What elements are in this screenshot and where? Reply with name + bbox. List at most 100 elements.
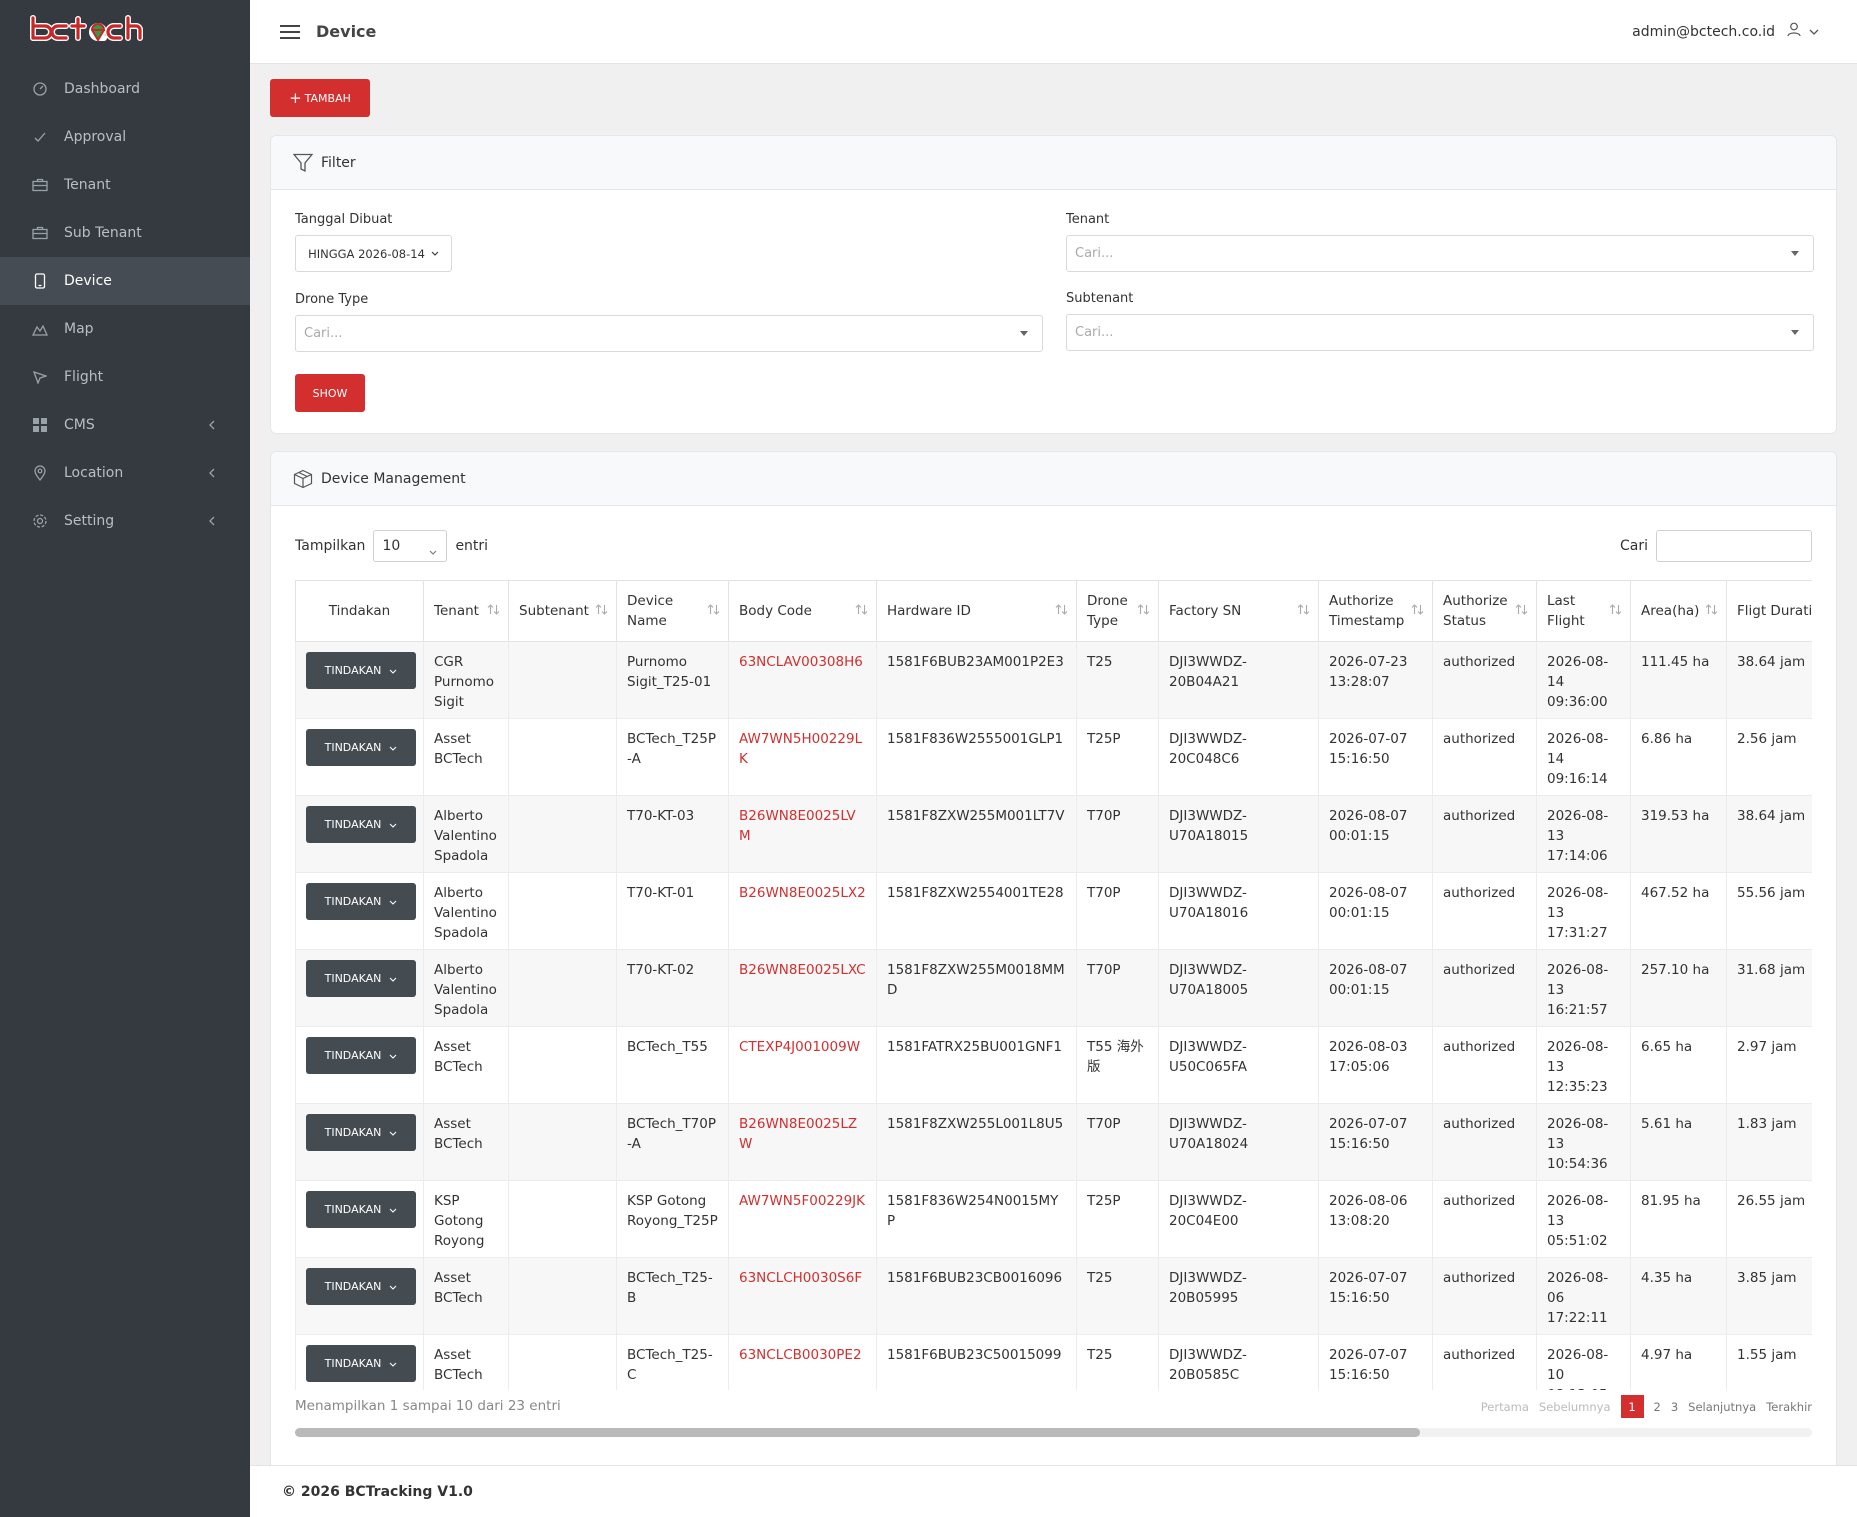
cell-body-code[interactable]: B26WN8E0025LZW: [728, 1103, 877, 1181]
column-header[interactable]: Device Name: [616, 580, 729, 642]
sidebar-item-tenant[interactable]: Tenant: [0, 161, 250, 209]
action-button-label: TINDAKAN: [324, 1280, 382, 1293]
column-header[interactable]: Hardware ID: [876, 580, 1077, 642]
pagination-first[interactable]: Pertama: [1480, 1399, 1529, 1414]
cell-body-code[interactable]: 63NCLCB0030PE2: [728, 1334, 877, 1390]
search-input[interactable]: [1656, 530, 1812, 562]
sidebar-item-cms[interactable]: CMS: [0, 401, 250, 449]
column-header[interactable]: Last Flight: [1536, 580, 1631, 642]
action-dropdown-button[interactable]: TINDAKAN: [306, 1114, 416, 1151]
sidebar-item-approval[interactable]: Approval: [0, 113, 250, 161]
column-header[interactable]: Factory SN: [1158, 580, 1319, 642]
cell-area: 257.10 ha: [1630, 949, 1727, 1027]
cell-drone-type: T25P: [1076, 1180, 1159, 1258]
cell-subtenant: [508, 1180, 617, 1258]
cell-body-code[interactable]: AW7WN5H00229LK: [728, 718, 877, 796]
action-dropdown-button[interactable]: TINDAKAN: [306, 960, 416, 997]
pagination-last[interactable]: Terakhir: [1766, 1399, 1812, 1414]
column-header[interactable]: Body Code: [728, 580, 877, 642]
show-button[interactable]: SHOW: [295, 374, 365, 412]
pagination-page-2[interactable]: 2: [1653, 1399, 1661, 1414]
sort-icon: [1515, 602, 1528, 622]
action-dropdown-button[interactable]: TINDAKAN: [306, 1345, 416, 1382]
sidebar-item-sub-tenant[interactable]: Sub Tenant: [0, 209, 250, 257]
cell-body-code[interactable]: 63NCLAV00308H6: [728, 641, 877, 719]
column-header[interactable]: Fligt Duration(h): [1726, 580, 1812, 642]
cell-hardware-id: 1581F836W254N0015MYP: [876, 1180, 1077, 1258]
action-dropdown-button[interactable]: TINDAKAN: [306, 729, 416, 766]
action-dropdown-button[interactable]: TINDAKAN: [306, 1037, 416, 1074]
sort-icon: [487, 602, 500, 622]
column-header[interactable]: Area(ha): [1630, 580, 1727, 642]
cell-authorize-status: authorized: [1432, 641, 1537, 719]
cell-body-code[interactable]: B26WN8E0025LXC: [728, 949, 877, 1027]
hamburger-menu-icon[interactable]: [280, 24, 300, 39]
chevron-down-icon: [389, 972, 397, 985]
action-button-label: TINDAKAN: [324, 1126, 382, 1139]
sidebar-item-label: Setting: [64, 513, 115, 529]
action-button-label: TINDAKAN: [324, 741, 382, 754]
show-entries-label: Tampilkan: [295, 538, 366, 554]
pagination-page-3[interactable]: 3: [1670, 1399, 1679, 1414]
sort-icon: [1297, 602, 1310, 622]
user-menu[interactable]: admin@bctech.co.id: [1632, 22, 1819, 41]
table-row: TINDAKAN Asset BCTech BCTech_T25-C 63NCLCB0…: [295, 1334, 1812, 1390]
pagination-previous[interactable]: Sebelumnya: [1538, 1399, 1611, 1414]
dropdown-arrow-icon: [1020, 331, 1028, 336]
cell-last-flight: 2026-08-13 17:31:27: [1536, 872, 1631, 950]
scrollbar-thumb[interactable]: [295, 1428, 1420, 1437]
column-header-label: Factory SN: [1169, 603, 1242, 619]
sidebar-item-location[interactable]: Location: [0, 449, 250, 497]
column-header[interactable]: Subtenant: [508, 580, 617, 642]
pagination-next[interactable]: Selanjutnya: [1688, 1399, 1757, 1414]
date-range-picker[interactable]: HINGGA 2026-08-14: [295, 235, 452, 272]
cell-authorize-timestamp: 2026-08-03 17:05:06: [1318, 1026, 1433, 1104]
column-header[interactable]: Tenant: [423, 580, 509, 642]
cell-hardware-id: 1581F6BUB23C50015099: [876, 1334, 1077, 1390]
sidebar-item-map[interactable]: Map: [0, 305, 250, 353]
cell-body-code[interactable]: CTEXP4J001009W: [728, 1026, 877, 1104]
action-dropdown-button[interactable]: TINDAKAN: [306, 1191, 416, 1228]
cell-factory-sn: DJI3WWDZ-U70A18005: [1158, 949, 1319, 1027]
column-header-label: Fligt Duration(h): [1737, 603, 1812, 619]
column-header[interactable]: Authorize Status: [1432, 580, 1537, 642]
add-device-button[interactable]: + TAMBAH: [270, 79, 370, 117]
page-title: Device: [316, 22, 377, 41]
action-dropdown-button[interactable]: TINDAKAN: [306, 652, 416, 689]
cell-body-code[interactable]: B26WN8E0025LX2: [728, 872, 877, 950]
cell-body-code[interactable]: B26WN8E0025LVM: [728, 795, 877, 873]
table-row: TINDAKAN Alberto Valentino Spadola T70-KT-…: [295, 949, 1812, 1027]
cell-area: 4.97 ha: [1630, 1334, 1727, 1390]
grid-icon: [32, 417, 48, 433]
subtenant-select[interactable]: Cari...: [1066, 314, 1814, 351]
action-dropdown-button[interactable]: TINDAKAN: [306, 806, 416, 843]
sidebar-item-device[interactable]: Device: [0, 257, 250, 305]
cell-tenant: Asset BCTech: [423, 1257, 509, 1335]
sidebar-item-flight[interactable]: Flight: [0, 353, 250, 401]
cell-device-name: T70-KT-02: [616, 949, 729, 1027]
action-dropdown-button[interactable]: TINDAKAN: [306, 883, 416, 920]
cell-last-flight: 2026-08-13 12:35:23: [1536, 1026, 1631, 1104]
cell-area: 6.65 ha: [1630, 1026, 1727, 1104]
drone-type-select[interactable]: Cari...: [295, 315, 1043, 352]
column-header[interactable]: Authorize Timestamp: [1318, 580, 1433, 642]
column-header[interactable]: Drone Type: [1076, 580, 1159, 642]
sidebar-item-label: CMS: [64, 417, 95, 433]
page-size-select[interactable]: 10: [373, 530, 448, 562]
cell-body-code[interactable]: AW7WN5F00229JK: [728, 1180, 877, 1258]
pagination-page-1[interactable]: 1: [1620, 1395, 1644, 1418]
action-dropdown-button[interactable]: TINDAKAN: [306, 1268, 416, 1305]
brand-logo[interactable]: [0, 0, 250, 58]
sidebar-item-dashboard[interactable]: Dashboard: [0, 65, 250, 113]
cell-body-code[interactable]: 63NCLCH0030S6F: [728, 1257, 877, 1335]
horizontal-scrollbar[interactable]: [295, 1428, 1812, 1437]
column-header-label: Tindakan: [328, 603, 391, 619]
cell-drone-type: T25P: [1076, 718, 1159, 796]
sidebar-item-label: Approval: [64, 129, 127, 145]
action-button-label: TINDAKAN: [324, 895, 382, 908]
tenant-select[interactable]: Cari...: [1066, 235, 1814, 272]
chevron-down-icon: [389, 664, 397, 677]
sidebar-item-setting[interactable]: Setting: [0, 497, 250, 545]
cell-tenant: CGR Purnomo Sigit: [423, 641, 509, 719]
table-scroll-container[interactable]: Tindakan Tenant Subtenant Device Name Body C…: [295, 580, 1812, 1390]
